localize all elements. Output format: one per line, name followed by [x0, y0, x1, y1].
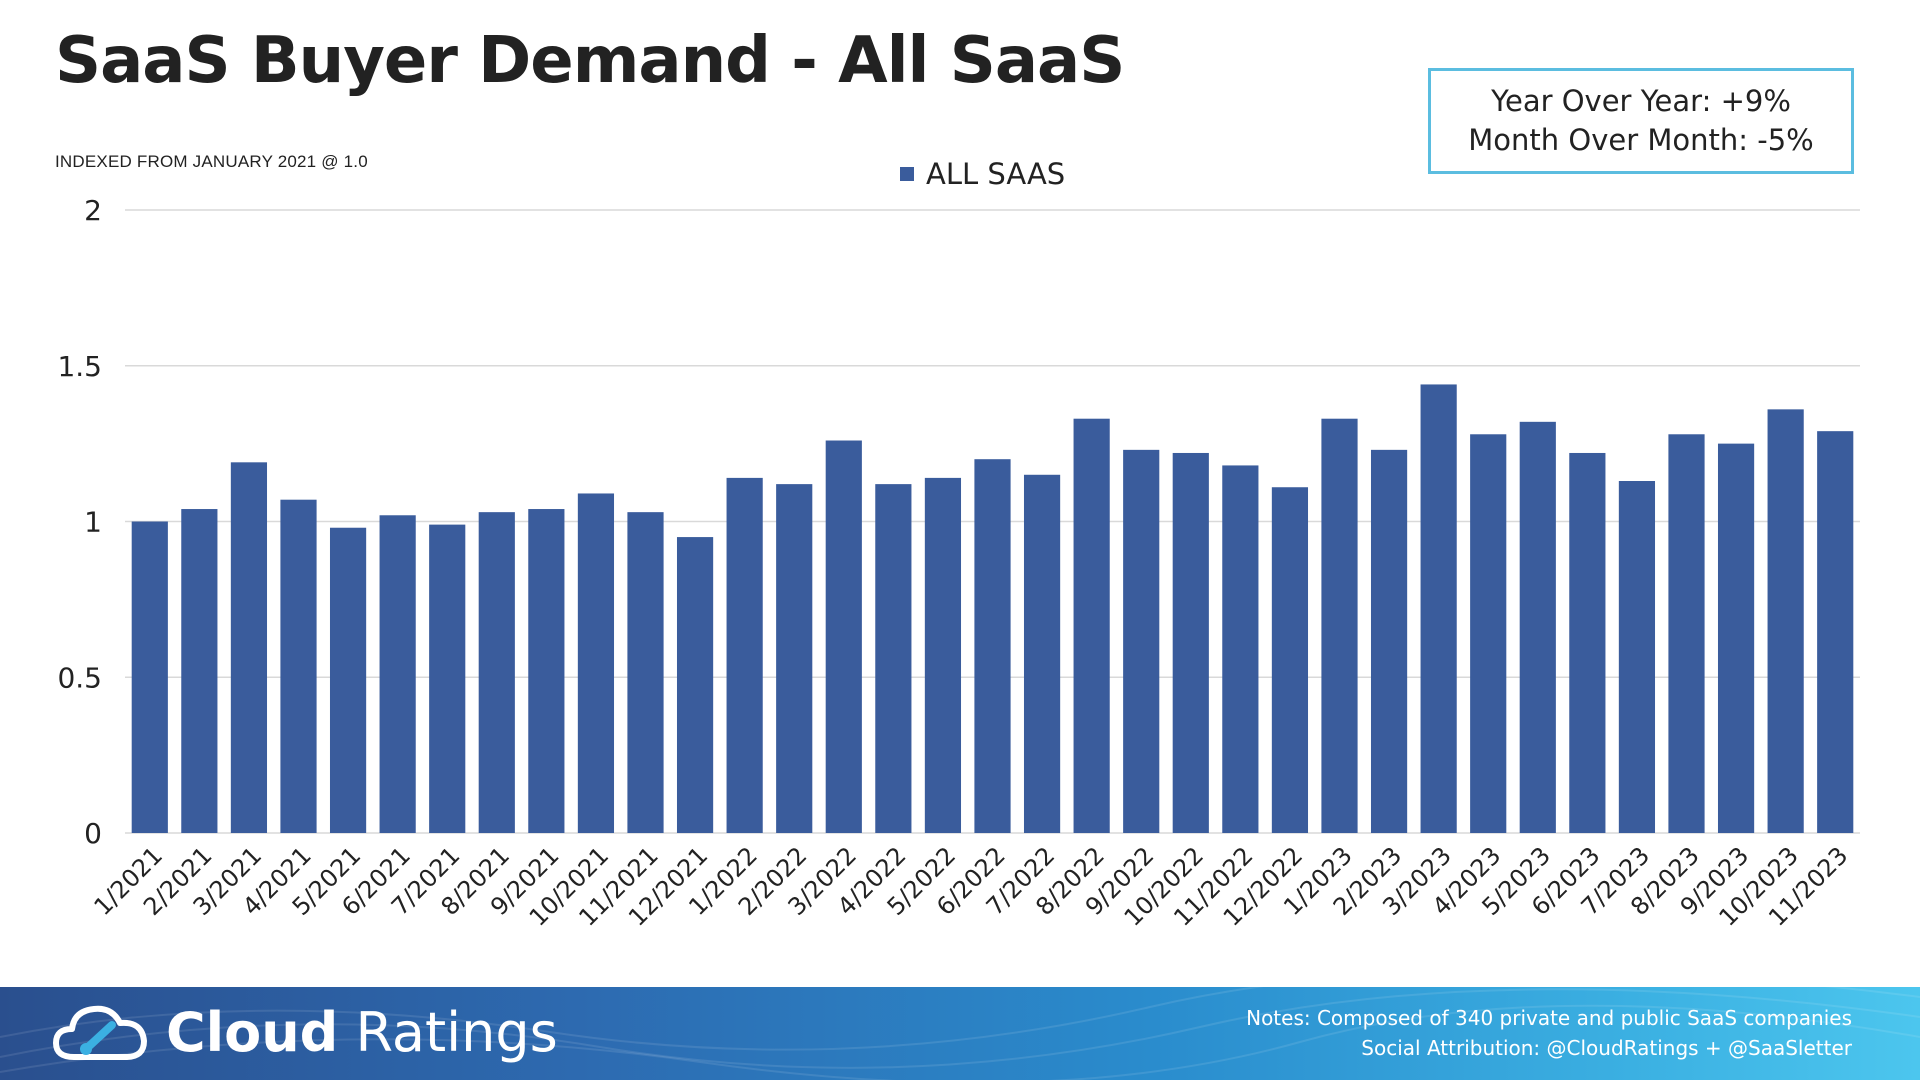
- bar: [924, 477, 962, 833]
- stats-box: Year Over Year: +9% Month Over Month: -5…: [1428, 68, 1854, 174]
- bar: [280, 499, 317, 833]
- bar: [974, 459, 1011, 833]
- notes-text: Notes: Composed of 340 private and publi…: [1246, 1006, 1852, 1030]
- footer-notes: Notes: Composed of 340 private and publi…: [1246, 1003, 1852, 1063]
- bar: [1271, 487, 1309, 833]
- bar-chart: 00.511.521/20212/20213/20214/20215/20216…: [57, 194, 1860, 932]
- y-tick-label: 0: [84, 817, 102, 850]
- bar: [1420, 384, 1457, 833]
- bar: [181, 509, 218, 833]
- footer-wave-pattern: [0, 987, 1920, 1080]
- attribution-text: Social Attribution: @CloudRatings + @Saa…: [1361, 1036, 1852, 1060]
- yoy-stat: Year Over Year: +9%: [1491, 84, 1791, 118]
- bar: [131, 521, 168, 833]
- bar: [1222, 465, 1259, 833]
- mom-stat: Month Over Month: -5%: [1468, 123, 1814, 157]
- brand-name-bold: Cloud: [166, 1000, 339, 1064]
- bar: [1123, 449, 1160, 833]
- footer-banner: Cloud Ratings Notes: Composed of 340 pri…: [0, 987, 1920, 1080]
- bar: [329, 527, 367, 833]
- bar: [776, 484, 813, 833]
- bar: [1519, 421, 1556, 833]
- bar: [379, 515, 416, 833]
- bar: [1321, 418, 1358, 833]
- bar: [1717, 443, 1755, 833]
- y-tick-label: 0.5: [57, 661, 102, 694]
- cloud-ratings-logo: Cloud Ratings: [52, 999, 558, 1065]
- legend-label: ALL SAAS: [926, 157, 1066, 191]
- bar: [1073, 418, 1110, 833]
- bar: [627, 512, 664, 833]
- bar: [1569, 452, 1606, 833]
- bar: [230, 462, 268, 833]
- bar: [1767, 409, 1804, 833]
- bar: [1668, 434, 1705, 833]
- y-tick-label: 1.5: [57, 350, 102, 383]
- bar: [1370, 449, 1408, 833]
- bar: [1470, 434, 1507, 833]
- bar: [577, 493, 615, 833]
- cloud-gauge-icon: [53, 1005, 147, 1060]
- chart-legend: ALL SAAS: [900, 157, 1065, 191]
- brand-name-light: Ratings: [355, 1000, 558, 1064]
- bar: [1023, 474, 1061, 833]
- page-title: SaaS Buyer Demand - All SaaS: [55, 24, 1125, 98]
- y-tick-label: 1: [84, 506, 102, 539]
- bar: [1817, 431, 1854, 833]
- bar: [528, 509, 565, 833]
- bar: [875, 484, 912, 833]
- legend-swatch: [900, 167, 914, 181]
- bar: [478, 512, 515, 833]
- bar: [726, 477, 763, 833]
- y-tick-label: 2: [84, 194, 102, 227]
- bar: [676, 537, 714, 833]
- bar: [1172, 452, 1209, 833]
- bar: [1618, 481, 1656, 833]
- chart-subtitle: INDEXED FROM JANUARY 2021 @ 1.0: [55, 152, 368, 171]
- bar: [825, 440, 862, 833]
- bar: [429, 524, 466, 833]
